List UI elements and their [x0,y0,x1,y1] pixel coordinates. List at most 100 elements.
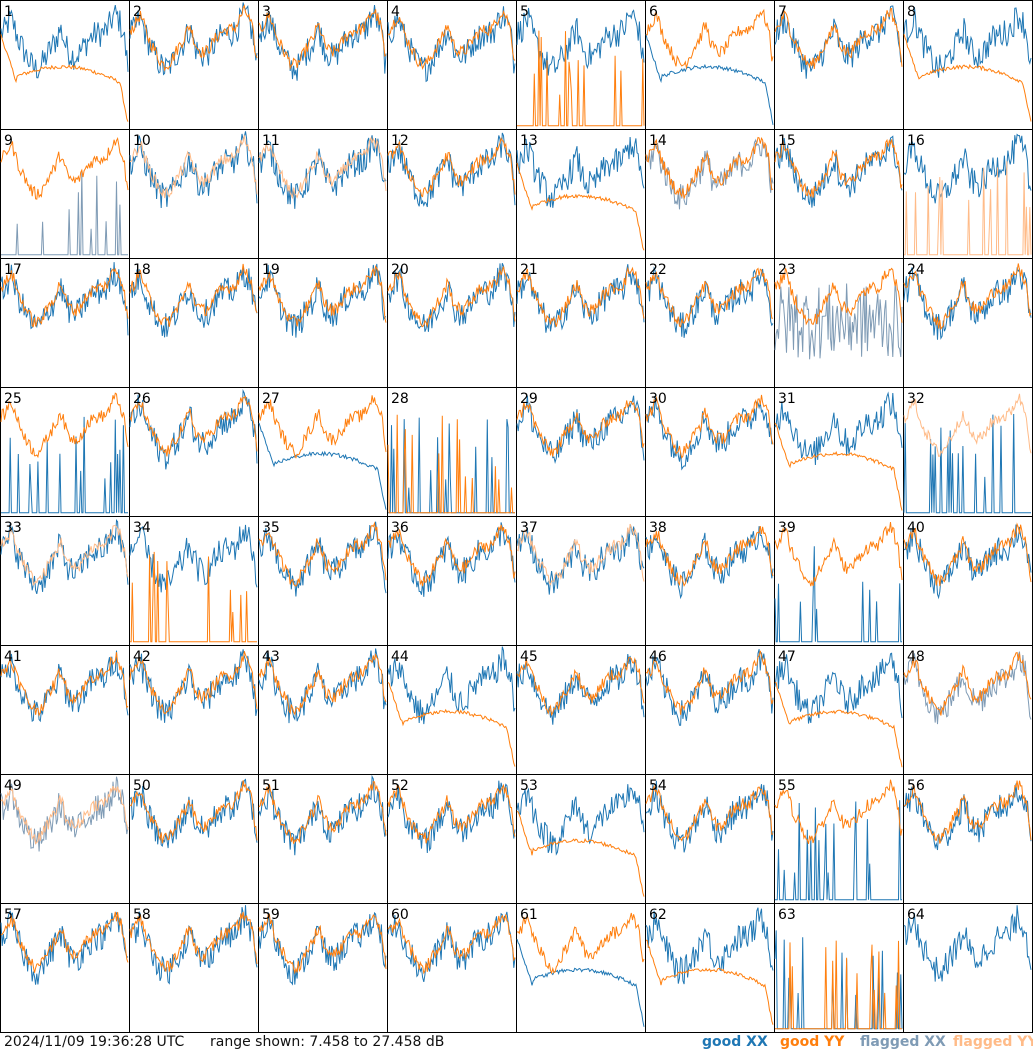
panel-55: 55 [774,774,904,904]
series-yy [645,650,774,715]
panel-label: 12 [391,133,409,149]
series-yy [774,267,903,326]
series-xx [774,283,903,360]
panel-36: 36 [387,516,517,646]
series-xx [258,4,387,81]
panel-label: 53 [520,778,538,794]
series-xx [516,784,645,856]
series-yy [516,162,645,251]
series-yy [903,651,1032,716]
series-xx [516,395,645,464]
series-xx [645,138,774,210]
series-yy [516,810,645,897]
panel-18: 18 [129,258,259,388]
series-yy [258,136,387,200]
panel-5: 5 [516,0,646,130]
panel-61: 61 [516,903,646,1033]
panel-21: 21 [516,258,646,388]
series-yy [130,551,257,643]
series-xx [774,652,903,724]
series-yy [516,266,645,327]
series-xx [0,262,129,336]
panel-label: 14 [649,133,667,149]
series-xx [645,395,774,471]
panel-label: 45 [520,649,538,665]
series-yy [646,8,774,70]
series-yy [645,136,774,199]
panel-label: 22 [649,262,667,278]
series-xx [0,5,129,79]
panel-48: 48 [903,645,1033,775]
panel-59: 59 [258,903,388,1033]
panel-frame [645,387,775,517]
panel-13: 13 [516,129,646,259]
panel-label: 42 [133,649,151,665]
panel-35: 35 [258,516,388,646]
series-xx [387,780,516,854]
panel-frame [129,0,259,130]
panel-63: 63 [774,903,904,1033]
panel-label: 48 [907,649,925,665]
legend-flagged-xx: flagged XX [860,1034,946,1050]
panel-label: 9 [4,133,13,149]
series-xx [258,911,387,986]
panel-label: 51 [262,778,280,794]
series-yy [258,264,387,327]
series-xx [0,650,129,723]
panel-19: 19 [258,258,388,388]
panel-frame [645,0,775,130]
panel-frame [129,903,259,1033]
panel-41: 41 [0,645,130,775]
panel-frame [903,0,1033,130]
series-yy [645,784,774,842]
series-yy [129,780,258,844]
series-yy [516,400,645,457]
panel-51: 51 [258,774,388,904]
panel-42: 42 [129,645,259,775]
panel-1: 1 [0,0,130,130]
panel-33: 33 [0,516,130,646]
series-xx [774,135,903,208]
panel-label: 25 [4,391,22,407]
series-yy [129,395,258,457]
panel-label: 57 [4,907,22,923]
series-xx [903,266,1032,340]
series-xx [1,416,128,514]
series-yy [516,523,645,586]
panel-3: 3 [258,0,388,130]
series-yy [774,8,903,70]
series-yy [387,681,516,767]
legend-good-yy: good YY [780,1034,845,1050]
panel-label: 29 [520,391,538,407]
series-yy [258,653,387,716]
panel-label: 47 [778,649,796,665]
panel-34: 34 [129,516,259,646]
panel-58: 58 [129,903,259,1033]
series-yy [129,135,258,199]
panel-label: 6 [649,4,658,20]
panel-7: 7 [774,0,904,130]
range-shown: range shown: 7.458 to 27.458 dB [210,1034,445,1050]
panel-label: 15 [778,133,796,149]
panel-38: 38 [645,516,775,646]
panel-label: 23 [778,262,796,278]
series-xx [1,171,128,256]
panel-label: 10 [133,133,151,149]
series-yy [516,912,645,975]
panel-label: 16 [907,133,925,149]
panel-40: 40 [903,516,1033,646]
series-xx [516,7,645,76]
panel-label: 32 [907,391,925,407]
series-yy [903,263,1032,331]
panel-label: 60 [391,907,409,923]
panel-label: 38 [649,520,667,536]
series-yy [387,136,516,198]
panel-label: 27 [262,391,280,407]
series-yy [645,526,774,587]
panel-label: 37 [520,520,538,536]
panel-label: 44 [391,649,409,665]
series-yy [645,267,774,328]
panel-label: 61 [520,907,538,923]
series-yy [258,913,387,975]
series-yy [258,395,387,459]
